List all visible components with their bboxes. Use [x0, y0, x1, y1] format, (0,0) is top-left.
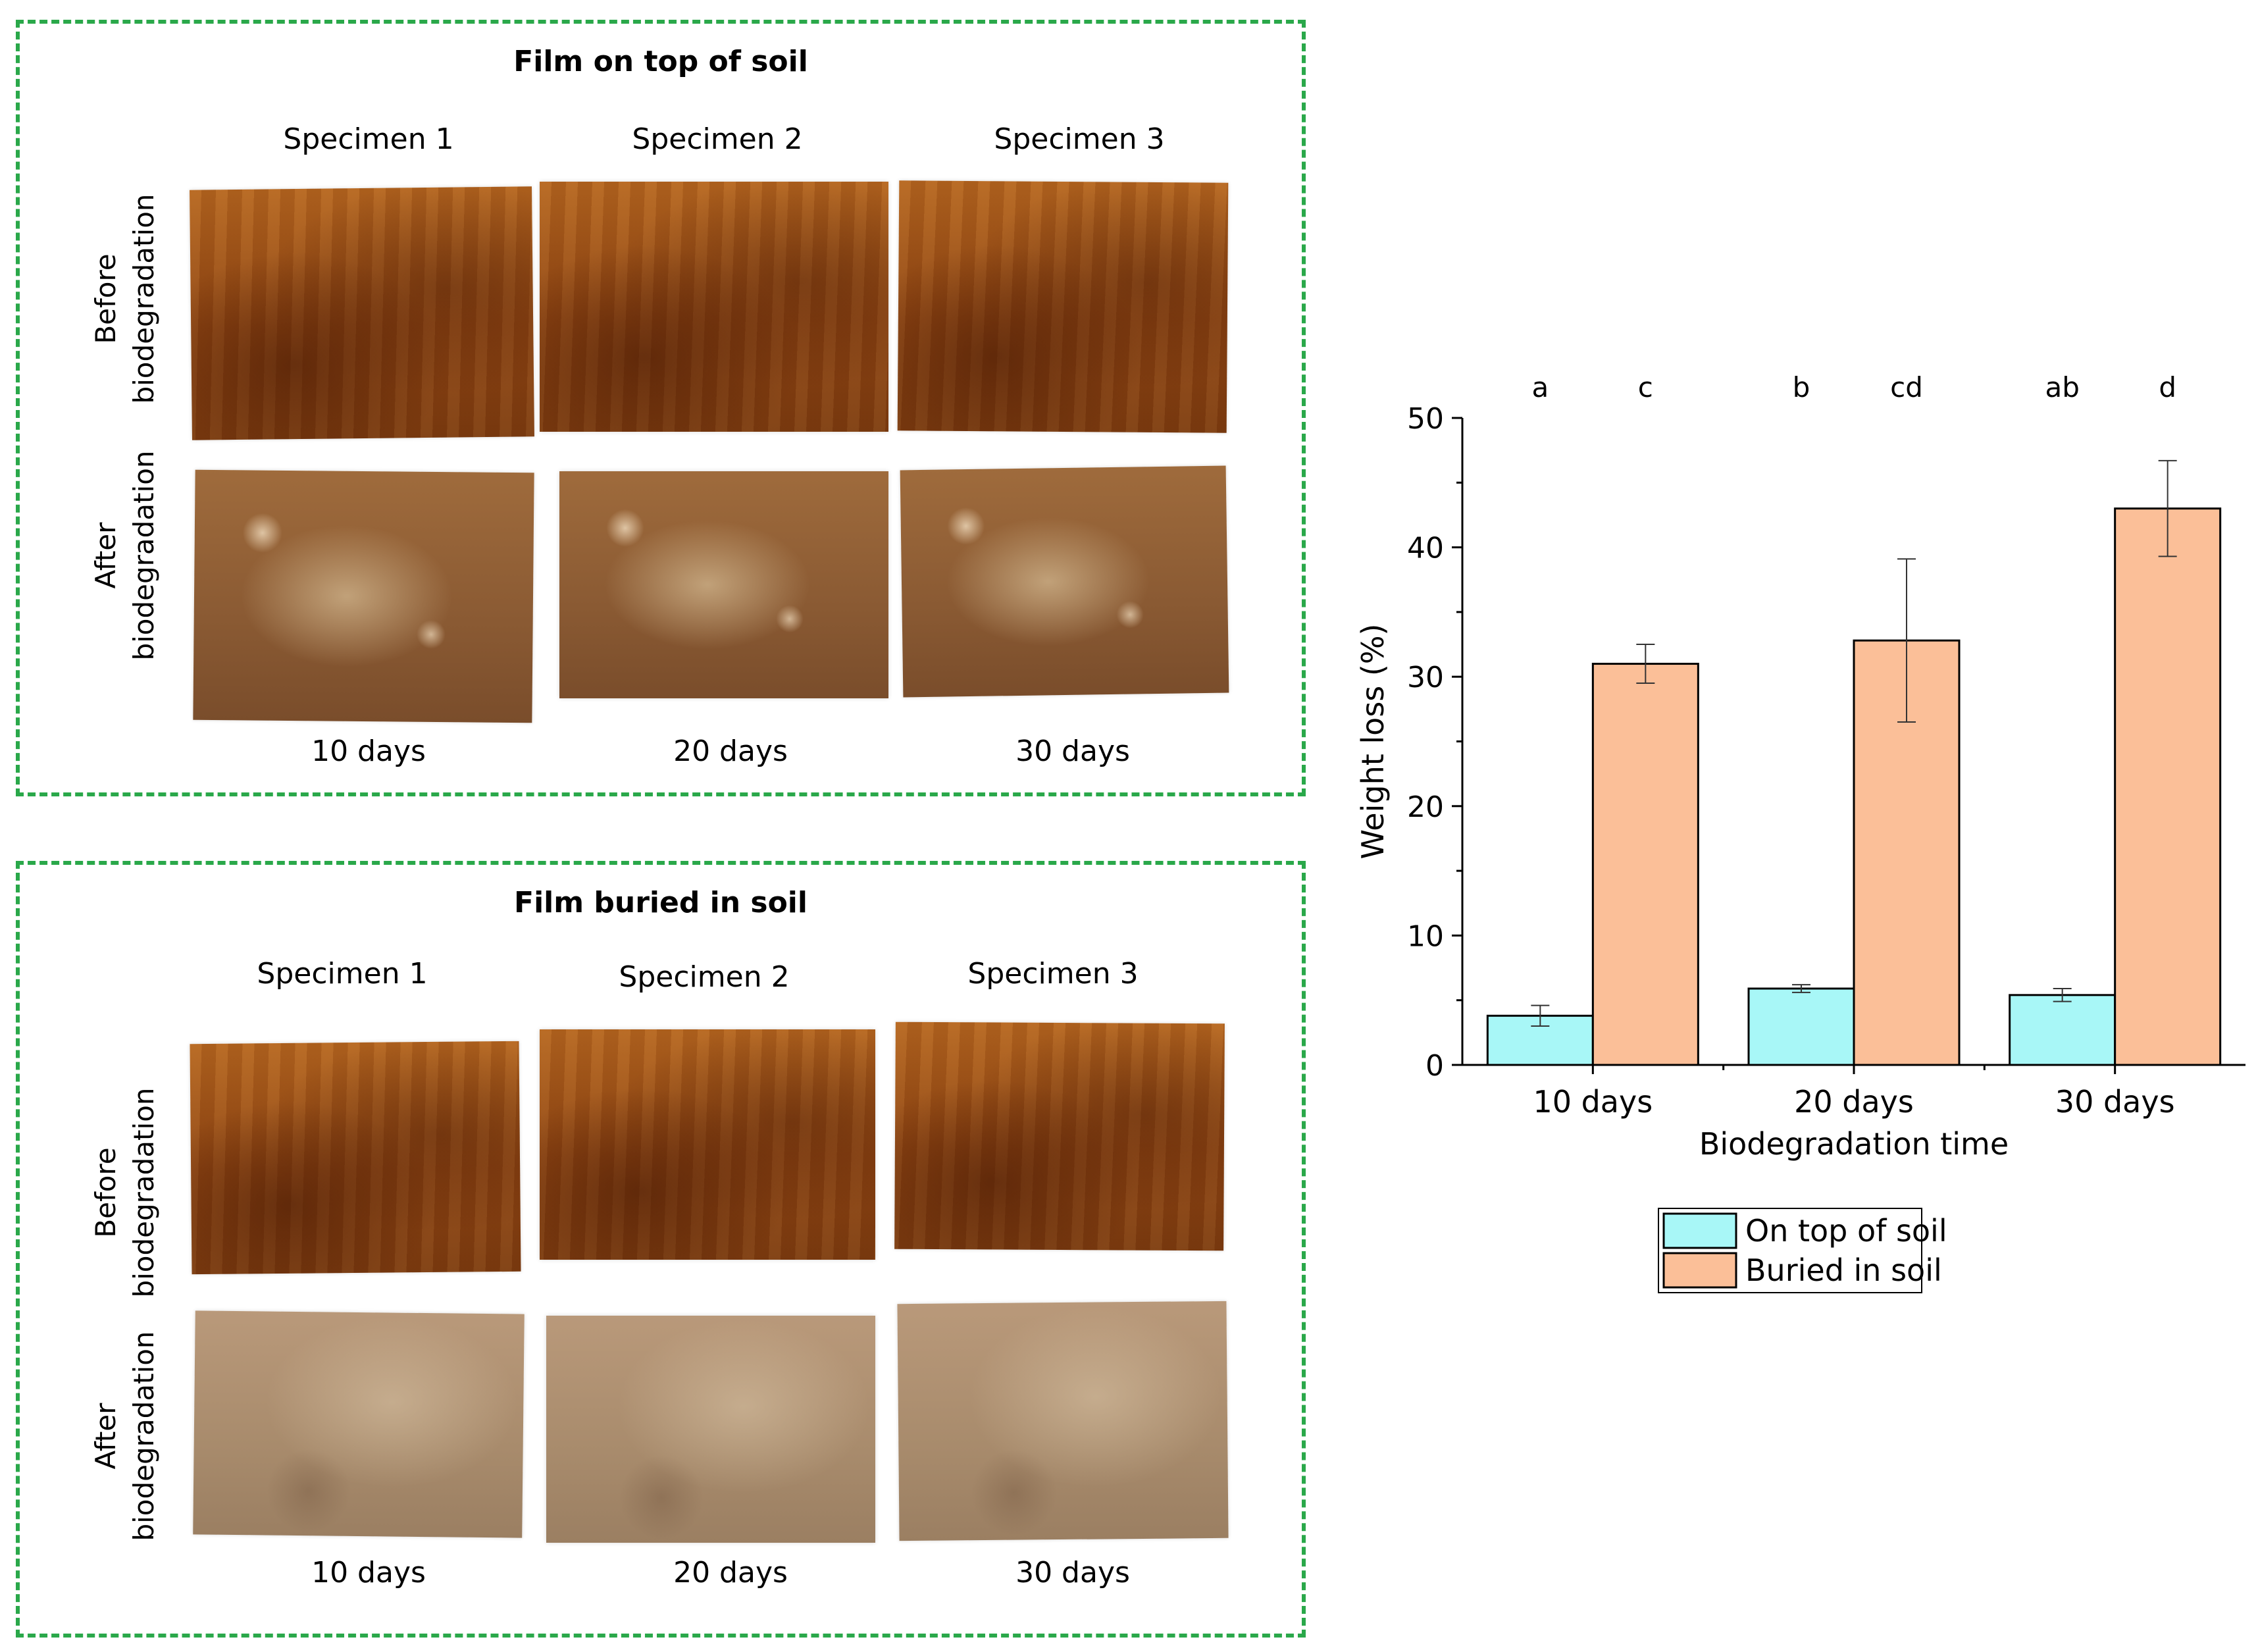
row-label-after-line2: biodegradation: [128, 450, 160, 661]
row-label-before-line1: Before: [90, 253, 122, 344]
legend-swatch: [1662, 1212, 1737, 1249]
day-label-20: 20 days: [673, 735, 788, 768]
x-tick-label: 30 days: [2055, 1084, 2175, 1120]
x-tick-label: 10 days: [1533, 1084, 1653, 1120]
day-label-20: 20 days: [673, 1556, 788, 1589]
day-label-30: 30 days: [1015, 735, 1130, 768]
legend-label: Buried in soil: [1745, 1252, 1942, 1288]
photo-buried-before-specimen-2: [540, 1029, 875, 1260]
panel-film-buried: Film buried in soil Specimen 1 Specimen …: [16, 861, 1306, 1638]
bar: [2009, 994, 2117, 1066]
specimen-1-label: Specimen 1: [283, 122, 454, 156]
bar: [2114, 507, 2222, 1066]
y-tick-label: 30: [1407, 661, 1444, 694]
specimen-1-label: Specimen 1: [257, 957, 428, 991]
specimen-3-label: Specimen 3: [967, 957, 1139, 991]
photo-buried-before-specimen-3: [894, 1021, 1225, 1251]
row-label-before-line2: biodegradation: [128, 194, 160, 404]
x-tick-label: 20 days: [1794, 1084, 1914, 1120]
panel-title: Film on top of soil: [513, 45, 808, 78]
photo-buried-before-specimen-1: [190, 1041, 521, 1275]
row-label-after-line1: After: [90, 1403, 122, 1470]
weight-loss-bar-chart: 0 10 20 30 40 50 10 days a c 20 days b cd 30 days ab d…: [1355, 371, 2245, 1293]
day-label-10: 10 days: [311, 735, 426, 768]
photo-buried-after-specimen-3: [897, 1301, 1229, 1541]
row-label-before-line2: biodegradation: [128, 1087, 160, 1298]
specimen-3-label: Specimen 3: [994, 122, 1165, 156]
row-label-after-line1: After: [90, 522, 122, 589]
y-tick-label: 20: [1407, 790, 1444, 824]
y-tick-label: 40: [1407, 532, 1444, 565]
y-tick-label: 50: [1407, 402, 1444, 436]
panel-film-on-top: Film on top of soil Specimen 1 Specimen …: [16, 20, 1306, 796]
day-label-30: 30 days: [1015, 1556, 1130, 1589]
photo-top-after-specimen-1: [193, 469, 534, 723]
significance-letter: b: [1793, 371, 1810, 403]
specimen-2-label: Specimen 2: [619, 960, 790, 994]
photo-top-after-specimen-2: [559, 471, 888, 698]
photo-buried-after-specimen-2: [546, 1316, 875, 1543]
significance-letter: a: [1531, 371, 1549, 403]
y-tick-label: 0: [1425, 1049, 1444, 1083]
photo-top-before-specimen-3: [897, 180, 1229, 433]
bar: [1747, 987, 1855, 1066]
row-label-after: After biodegradation: [87, 1318, 163, 1555]
row-label-after: After biodegradation: [87, 437, 163, 674]
row-label-before-line1: Before: [90, 1147, 122, 1238]
row-label-before: Before biodegradation: [87, 1074, 163, 1311]
significance-letter: cd: [1890, 371, 1923, 403]
legend-swatch: [1662, 1252, 1737, 1289]
photo-top-after-specimen-3: [900, 465, 1229, 698]
day-label-10: 10 days: [311, 1556, 426, 1589]
specimen-2-label: Specimen 2: [632, 122, 803, 156]
row-label-after-line2: biodegradation: [128, 1331, 160, 1541]
x-axis-title: Biodegradation time: [1699, 1126, 2009, 1162]
significance-letter: ab: [2045, 371, 2079, 403]
y-axis-title: Weight loss (%): [1355, 624, 1391, 860]
y-tick-label: 10: [1407, 919, 1444, 953]
significance-letter: d: [2159, 371, 2176, 403]
photo-top-before-specimen-1: [190, 186, 534, 440]
panel-title: Film buried in soil: [514, 886, 808, 919]
row-label-before: Before biodegradation: [87, 180, 163, 417]
significance-letter: c: [1638, 371, 1653, 403]
photo-top-before-specimen-2: [540, 182, 888, 432]
bar: [1591, 663, 1699, 1066]
legend-label: On top of soil: [1745, 1213, 1947, 1249]
photo-buried-after-specimen-1: [193, 1310, 525, 1538]
